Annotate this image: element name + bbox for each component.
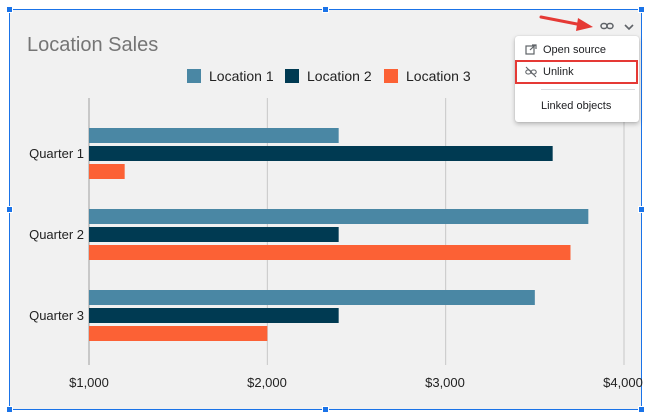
resize-handle-top-left[interactable] [6, 6, 13, 13]
resize-handle-bottom-right[interactable] [638, 406, 645, 413]
chevron-down-icon [624, 18, 634, 36]
bar-location-3-quarter-3 [89, 326, 268, 341]
category-label-quarter-2: Quarter 2 [29, 227, 84, 242]
bar-location-2-quarter-3 [89, 308, 339, 323]
link-icon [600, 18, 614, 36]
resize-handle-bottom-left[interactable] [6, 406, 13, 413]
unlink-highlight-box [515, 60, 638, 84]
linked-chart-menu: Open source Unlink Linked objects [515, 36, 639, 122]
bar-location-2-quarter-1 [89, 146, 553, 161]
resize-handle-top-right[interactable] [638, 6, 645, 13]
legend-label: Location 2 [307, 68, 372, 84]
legend-label: Location 3 [406, 68, 471, 84]
bar-location-2-quarter-2 [89, 227, 339, 242]
chart-plot-area [88, 98, 625, 365]
menu-item-label: Unlink [543, 66, 574, 78]
x-tick-label: $2,000 [247, 375, 287, 390]
legend-swatch [384, 69, 398, 83]
x-tick-label: $1,000 [69, 375, 109, 390]
menu-item-label: Linked objects [541, 100, 612, 112]
linked-chart-options-button[interactable] [596, 17, 638, 37]
bar-location-1-quarter-1 [89, 128, 339, 143]
bar-location-3-quarter-1 [89, 164, 125, 179]
bar-location-1-quarter-2 [89, 209, 589, 224]
legend-item-location-2: Location 2 [285, 68, 372, 84]
resize-handle-bottom[interactable] [322, 406, 329, 413]
legend-swatch [187, 69, 201, 83]
callout-arrow [539, 15, 593, 31]
open-in-new-icon [525, 44, 537, 56]
category-label-quarter-1: Quarter 1 [29, 146, 84, 161]
menu-item-unlink[interactable]: Unlink [515, 61, 639, 83]
category-label-quarter-3: Quarter 3 [29, 308, 84, 323]
menu-item-linked-objects[interactable]: Linked objects [515, 95, 639, 117]
bar-location-3-quarter-2 [89, 245, 571, 260]
resize-handle-right[interactable] [638, 206, 645, 213]
bar-location-1-quarter-3 [89, 290, 535, 305]
menu-divider [541, 89, 635, 90]
legend-item-location-1: Location 1 [187, 68, 274, 84]
legend-label: Location 1 [209, 68, 274, 84]
link-off-icon [525, 66, 537, 78]
x-tick-label: $3,000 [425, 375, 465, 390]
resize-handle-top[interactable] [322, 6, 329, 13]
resize-handle-left[interactable] [6, 206, 13, 213]
legend-item-location-3: Location 3 [384, 68, 471, 84]
chart-title: Location Sales [27, 34, 159, 56]
legend-swatch [285, 69, 299, 83]
menu-item-open-source[interactable]: Open source [515, 39, 639, 61]
menu-item-label: Open source [543, 44, 606, 56]
x-tick-label: $4,000 [603, 375, 643, 390]
